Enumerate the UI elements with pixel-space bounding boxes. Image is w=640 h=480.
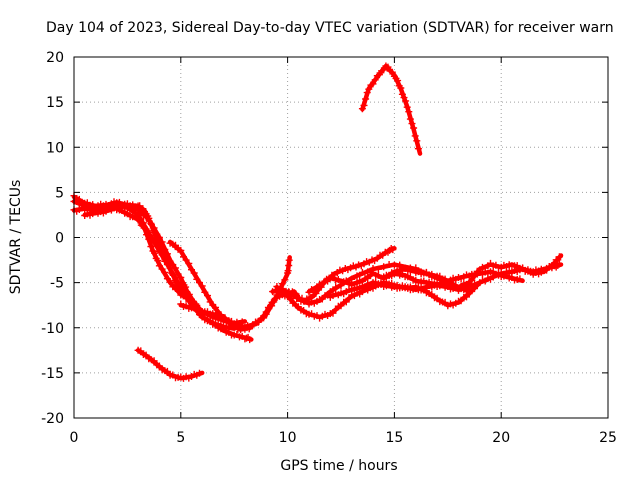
- series-track: [380, 253, 564, 292]
- y-tick-label: 5: [55, 185, 64, 201]
- series-markers: [134, 346, 203, 382]
- series-track: [358, 62, 423, 156]
- y-axis-label: SDTVAR / TECUs: [8, 180, 24, 295]
- x-tick-label: 25: [599, 430, 617, 446]
- y-tick-label: -10: [41, 321, 64, 337]
- chart-title: Day 104 of 2023, Sidereal Day-to-day VTE…: [46, 20, 614, 36]
- data-series: [70, 62, 564, 382]
- y-tick-label: -15: [41, 366, 64, 382]
- y-tick-label: -5: [50, 276, 64, 292]
- x-tick-label: 0: [70, 430, 79, 446]
- y-tick-label: 10: [46, 140, 64, 156]
- axis-ticks: 0 5 10 15 20 25 -20 -15 -10 -5 0 5 10 15 20: [41, 50, 617, 446]
- series-markers: [380, 253, 563, 292]
- y-tick-label: 15: [46, 95, 64, 111]
- grid: [74, 57, 608, 418]
- y-tick-label: 0: [55, 231, 64, 247]
- x-tick-label: 20: [492, 430, 510, 446]
- x-tick-label: 5: [176, 430, 185, 446]
- x-tick-label: 10: [279, 430, 297, 446]
- x-tick-label: 15: [385, 430, 403, 446]
- series-markers: [358, 62, 422, 153]
- series-track: [134, 346, 205, 382]
- y-tick-label: 20: [46, 50, 64, 66]
- y-tick-label: -20: [41, 411, 64, 427]
- x-axis-label: GPS time / hours: [280, 458, 397, 474]
